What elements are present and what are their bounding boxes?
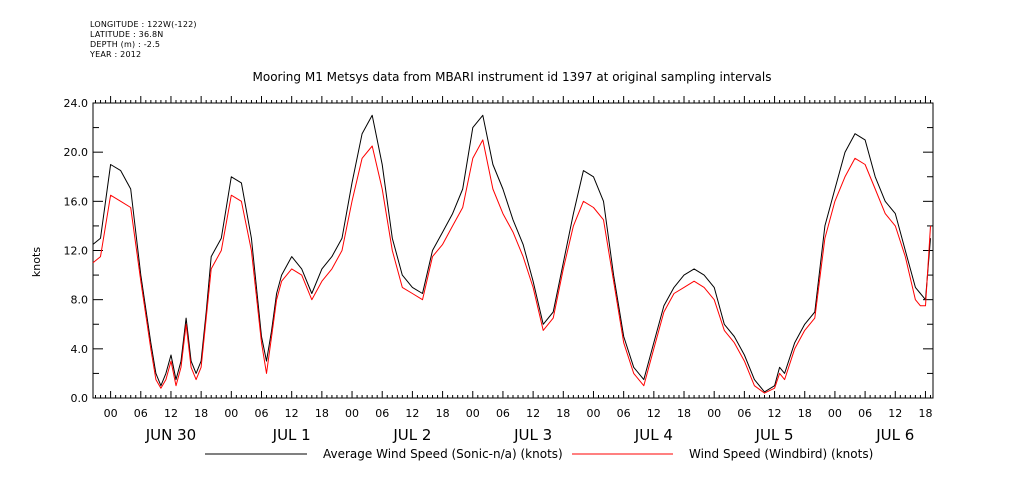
hour-label: 06 [617, 407, 631, 420]
hour-label: 12 [647, 407, 661, 420]
legend-label-windbird: Wind Speed (Windbird) (knots) [689, 447, 873, 461]
day-label: JUL 4 [634, 426, 673, 444]
day-label: JUL 2 [392, 426, 431, 444]
day-label: JUL 6 [875, 426, 914, 444]
hour-label: 06 [858, 407, 872, 420]
y-axis-label: knots [30, 247, 43, 277]
axis-ticks: 0.0 4.0 8.0 12.0 16.0 20.0 24.0 00 06 12 18 00 06 12 1… [64, 96, 933, 444]
legend-label-sonic: Average Wind Speed (Sonic-n/a) (knots) [323, 447, 563, 461]
hour-label: 06 [737, 407, 751, 420]
longitude-text: LONGITUDE : 122W(-122) [90, 20, 197, 29]
day-label: JUN 30 [145, 426, 196, 444]
hour-label: 06 [255, 407, 269, 420]
y-tick-label: 0.0 [71, 392, 89, 405]
hour-label: 12 [768, 407, 782, 420]
hour-label: 18 [918, 407, 932, 420]
hour-label: 06 [375, 407, 389, 420]
hour-label: 00 [345, 407, 359, 420]
hour-label: 00 [224, 407, 238, 420]
hour-label: 00 [104, 407, 118, 420]
series-line-windbird [92, 139, 931, 394]
hour-label: 06 [496, 407, 510, 420]
hour-label: 12 [285, 407, 299, 420]
y-tick-label: 4.0 [71, 343, 89, 356]
y-tick-label: 24.0 [64, 97, 89, 110]
day-label: JUL 1 [272, 426, 311, 444]
y-tick-label: 8.0 [71, 294, 89, 307]
metadata-block: LONGITUDE : 122W(-122) LATITUDE : 36.8N … [90, 20, 197, 60]
chart-title: Mooring M1 Metsys data from MBARI instru… [253, 70, 772, 84]
latitude-text: LATITUDE : 36.8N [90, 30, 164, 39]
plot-frame [92, 102, 934, 399]
day-label: JUL 3 [513, 426, 552, 444]
day-label: JUL 5 [755, 426, 794, 444]
y-tick-label: 16.0 [64, 195, 89, 208]
hour-label: 12 [888, 407, 902, 420]
hour-label: 12 [164, 407, 178, 420]
y-tick-label: 12.0 [64, 245, 89, 258]
y-tick-label: 20.0 [64, 146, 89, 159]
legend: Average Wind Speed (Sonic-n/a) (knots) Wi… [205, 447, 873, 461]
hour-label: 06 [134, 407, 148, 420]
hour-label: 12 [526, 407, 540, 420]
series-line-sonic [92, 114, 931, 393]
hour-label: 18 [556, 407, 570, 420]
year-text: YEAR : 2012 [90, 50, 142, 59]
hour-label: 18 [798, 407, 812, 420]
hour-label: 18 [677, 407, 691, 420]
hour-label: 18 [315, 407, 329, 420]
hour-label: 18 [194, 407, 208, 420]
hour-label: 00 [828, 407, 842, 420]
axes [92, 102, 934, 399]
hour-label: 00 [707, 407, 721, 420]
depth-text: DEPTH (m) : -2.5 [90, 40, 161, 49]
series-layer [92, 114, 931, 394]
hour-label: 00 [586, 407, 600, 420]
hour-label: 18 [436, 407, 450, 420]
hour-label: 00 [466, 407, 480, 420]
hour-label: 12 [405, 407, 419, 420]
